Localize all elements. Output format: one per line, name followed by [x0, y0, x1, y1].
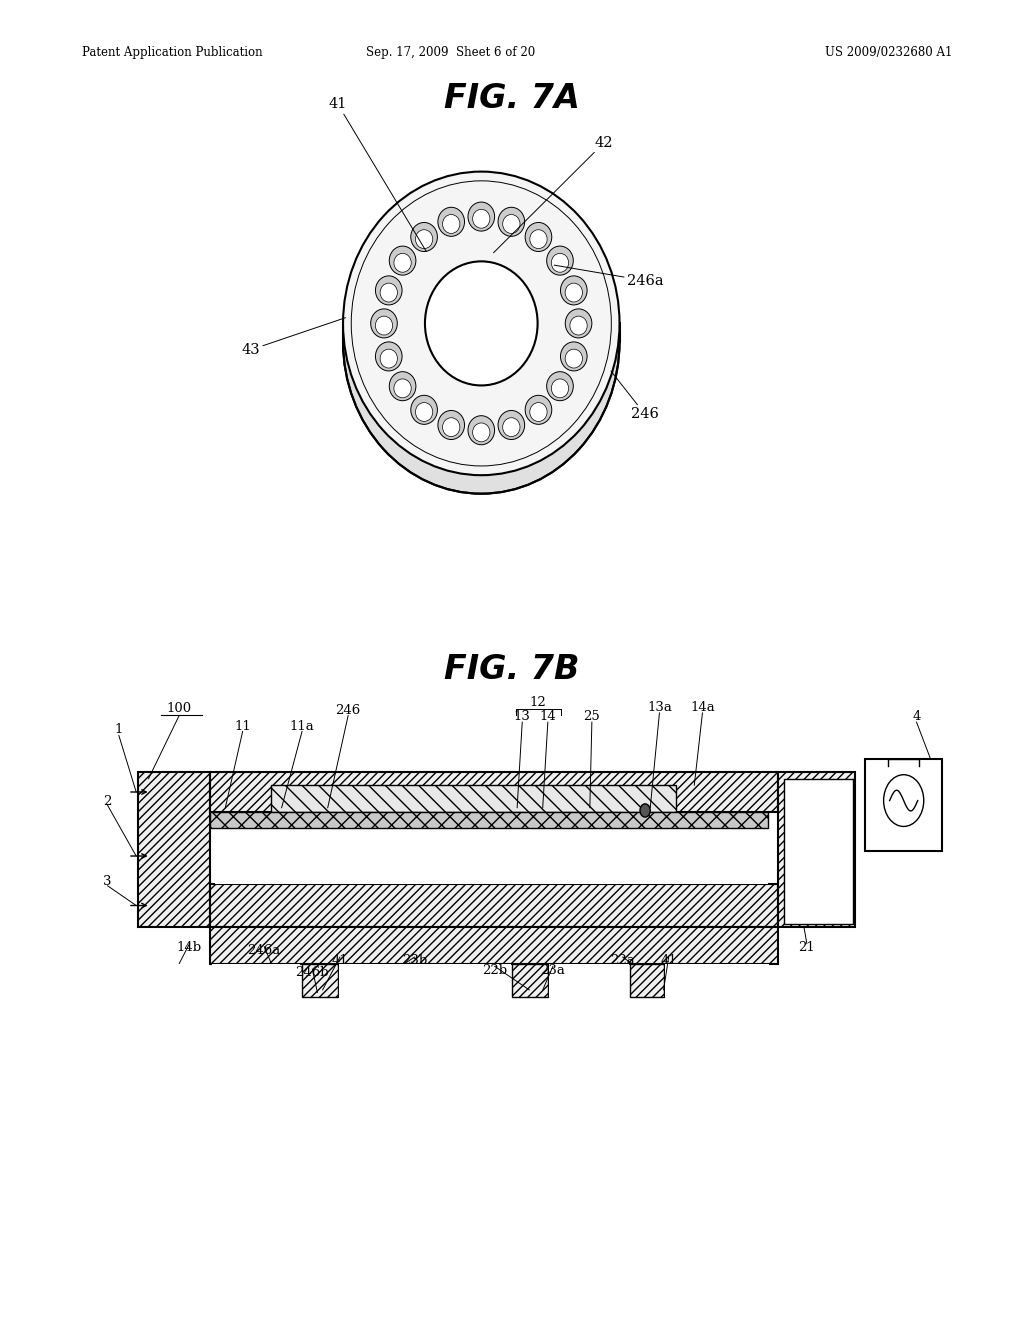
Text: 246a: 246a: [248, 944, 281, 957]
Text: 3: 3: [103, 875, 112, 888]
Ellipse shape: [389, 372, 416, 401]
Text: 246b: 246b: [296, 966, 329, 979]
Text: 23b: 23b: [402, 954, 427, 968]
Bar: [215, 828, 768, 884]
Text: Patent Application Publication: Patent Application Publication: [82, 46, 262, 59]
Bar: [302, 964, 338, 997]
Ellipse shape: [438, 207, 465, 236]
Ellipse shape: [442, 215, 460, 234]
Bar: [784, 779, 853, 924]
Ellipse shape: [411, 395, 437, 424]
Ellipse shape: [570, 317, 587, 335]
Text: 246a: 246a: [554, 265, 664, 288]
Text: 42: 42: [494, 136, 613, 253]
Text: 43: 43: [242, 318, 345, 356]
Text: 2: 2: [103, 795, 112, 808]
Bar: [212, 964, 300, 997]
Text: Sep. 17, 2009  Sheet 6 of 20: Sep. 17, 2009 Sheet 6 of 20: [366, 46, 536, 59]
Ellipse shape: [551, 379, 568, 397]
Ellipse shape: [547, 372, 573, 401]
Ellipse shape: [468, 416, 495, 445]
Ellipse shape: [416, 403, 433, 421]
Bar: [665, 964, 769, 997]
Ellipse shape: [371, 309, 397, 338]
Ellipse shape: [560, 342, 587, 371]
Text: 23a: 23a: [541, 964, 565, 977]
Ellipse shape: [525, 395, 552, 424]
Text: 14: 14: [540, 710, 556, 723]
Text: 25: 25: [584, 710, 600, 723]
Ellipse shape: [473, 210, 489, 228]
Ellipse shape: [411, 223, 437, 252]
Ellipse shape: [565, 309, 592, 338]
Text: 21: 21: [799, 941, 815, 954]
Bar: [210, 884, 778, 927]
Text: 4: 4: [912, 710, 921, 723]
Text: 22b: 22b: [482, 964, 507, 977]
Ellipse shape: [394, 253, 412, 272]
Ellipse shape: [380, 282, 397, 302]
Bar: [549, 964, 629, 997]
Ellipse shape: [468, 202, 495, 231]
Text: FIG. 7B: FIG. 7B: [444, 653, 580, 686]
Bar: [210, 772, 778, 812]
Ellipse shape: [529, 230, 547, 248]
Bar: [271, 785, 676, 812]
Ellipse shape: [529, 403, 547, 421]
Ellipse shape: [389, 246, 416, 275]
Text: 246: 246: [611, 371, 659, 421]
Text: FIG. 7A: FIG. 7A: [444, 82, 580, 115]
Ellipse shape: [425, 261, 538, 385]
Ellipse shape: [525, 223, 552, 252]
Ellipse shape: [498, 411, 524, 440]
Circle shape: [884, 775, 924, 826]
Bar: [138, 772, 210, 927]
Ellipse shape: [343, 172, 620, 475]
Ellipse shape: [376, 342, 402, 371]
Circle shape: [640, 804, 650, 817]
Ellipse shape: [503, 215, 520, 234]
Ellipse shape: [503, 417, 520, 437]
Text: 22a: 22a: [610, 954, 635, 968]
Text: 41: 41: [332, 954, 348, 968]
Ellipse shape: [498, 207, 524, 236]
Ellipse shape: [343, 190, 620, 494]
Text: 41: 41: [329, 98, 426, 252]
Bar: [210, 927, 778, 964]
Text: 11a: 11a: [290, 719, 314, 733]
Ellipse shape: [551, 253, 568, 272]
Ellipse shape: [380, 350, 397, 368]
Text: 1: 1: [115, 723, 123, 737]
Ellipse shape: [473, 422, 489, 442]
Ellipse shape: [394, 379, 412, 397]
Ellipse shape: [565, 350, 583, 368]
Text: 13a: 13a: [647, 701, 672, 714]
Ellipse shape: [442, 417, 460, 437]
Text: 14b: 14b: [177, 941, 202, 954]
Text: 13: 13: [514, 710, 530, 723]
Text: 41: 41: [660, 954, 677, 968]
Ellipse shape: [416, 230, 433, 248]
Ellipse shape: [547, 246, 573, 275]
Ellipse shape: [560, 276, 587, 305]
Text: 12: 12: [529, 696, 546, 709]
Text: US 2009/0232680 A1: US 2009/0232680 A1: [825, 46, 952, 59]
Ellipse shape: [376, 317, 392, 335]
Bar: [512, 964, 548, 997]
Bar: [339, 964, 511, 997]
Bar: [865, 759, 942, 851]
Ellipse shape: [565, 282, 583, 302]
Text: 14a: 14a: [690, 701, 715, 714]
Ellipse shape: [376, 276, 402, 305]
Bar: [210, 812, 768, 828]
Bar: [630, 964, 664, 997]
Text: 246: 246: [336, 704, 360, 717]
Text: 100: 100: [167, 702, 191, 715]
Bar: [778, 772, 855, 927]
Text: 11: 11: [234, 719, 251, 733]
Ellipse shape: [438, 411, 465, 440]
